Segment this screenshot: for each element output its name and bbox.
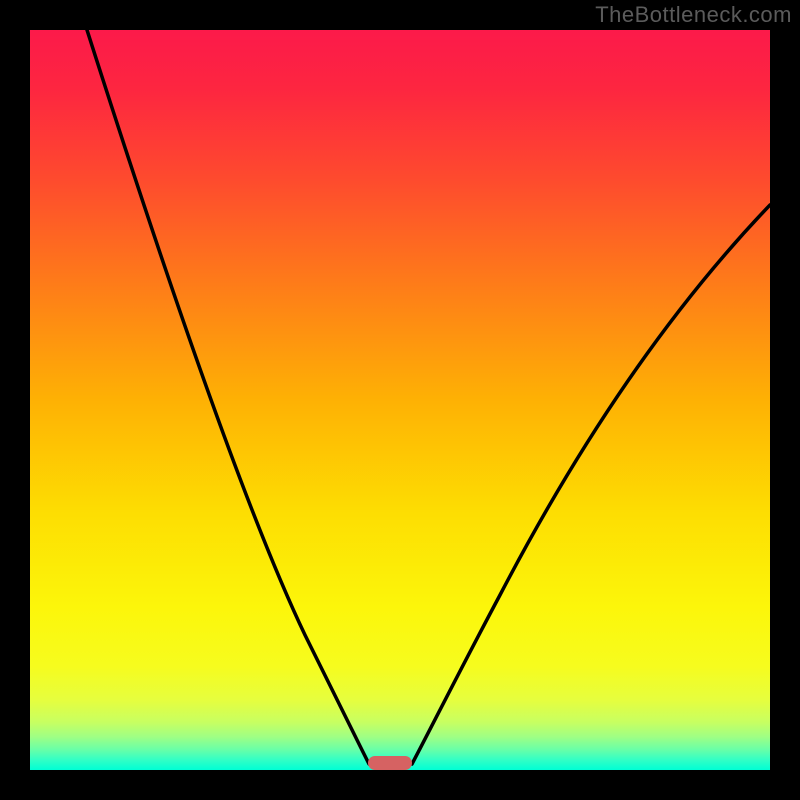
bottleneck-marker (368, 756, 412, 770)
gradient-background (30, 30, 770, 770)
watermark-text: TheBottleneck.com (595, 2, 792, 28)
chart-frame: TheBottleneck.com (0, 0, 800, 800)
plot-svg (30, 30, 770, 770)
plot-area (30, 30, 770, 770)
